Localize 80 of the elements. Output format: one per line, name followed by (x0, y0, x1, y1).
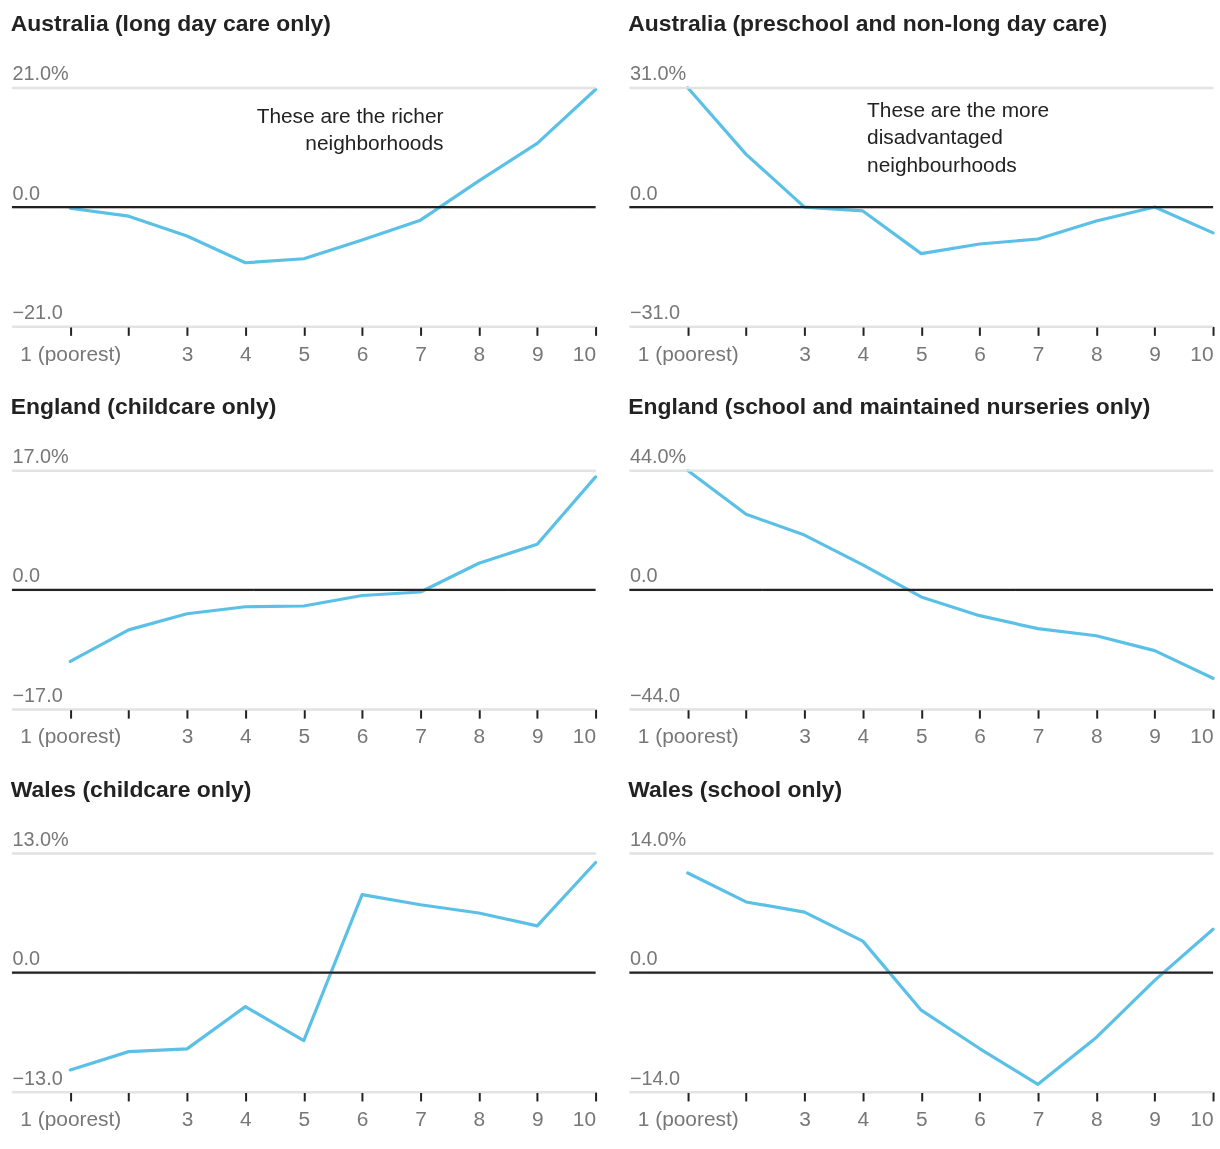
x-tick-label: 8 (473, 1107, 486, 1131)
x-tick-label: 3 (181, 724, 194, 748)
y-tick-label: 0.0 (629, 947, 658, 970)
x-tick-label: 6 (974, 724, 986, 748)
x-tick-label: 1 (poorest) (20, 1107, 122, 1131)
x-tick-label: 10 (1190, 1107, 1214, 1131)
x-tick-label: 5 (915, 341, 928, 365)
x-tick-label: 3 (799, 1107, 811, 1131)
y-tick-label: 17.0% (12, 445, 69, 468)
x-tick-label: 8 (1090, 724, 1103, 748)
annotation: These are the richer neighborhoods (256, 103, 444, 155)
x-tick-label: 4 (857, 724, 870, 748)
x-tick-label: 8 (1090, 341, 1103, 365)
x-tick-label: 1 (poorest) (637, 1107, 739, 1131)
chart-title: Wales (childcare only) (10, 775, 252, 802)
chart-title: England (school and maintained nurseries only) (628, 392, 1151, 419)
x-tick-label: 3 (799, 341, 811, 365)
x-tick-label: 4 (240, 341, 252, 365)
x-tick-label: 10 (572, 724, 597, 748)
x-tick-label: 10 (1190, 341, 1214, 365)
y-tick-label: 44.0% (629, 445, 687, 468)
x-tick-label: 7 (1032, 341, 1045, 365)
x-tick-label: 5 (915, 1107, 928, 1131)
x-tick-label: 3 (181, 341, 194, 365)
x-tick-label: 6 (356, 341, 369, 365)
y-tick-label: −13.0 (12, 1066, 63, 1089)
x-tick-label: 10 (572, 341, 597, 365)
x-tick-label: 9 (1149, 724, 1161, 748)
x-tick-label: 4 (240, 724, 252, 748)
y-tick-label: −21.0 (12, 300, 63, 323)
y-tick-label: 13.0% (12, 827, 69, 850)
x-tick-label: 5 (298, 341, 311, 365)
x-tick-label: 9 (531, 341, 544, 365)
x-tick-label: 1 (poorest) (20, 341, 122, 365)
x-tick-label: 10 (1190, 724, 1214, 748)
y-tick-label: 0.0 (12, 181, 41, 204)
y-tick-label: 0.0 (629, 181, 658, 204)
x-tick-label: 7 (415, 724, 427, 748)
x-tick-label: 3 (181, 1107, 194, 1131)
x-tick-label: 5 (915, 724, 928, 748)
y-tick-label: 0.0 (12, 947, 41, 970)
x-tick-label: 9 (531, 724, 544, 748)
x-tick-label: 5 (298, 724, 311, 748)
y-tick-label: 21.0% (12, 62, 69, 85)
x-tick-label: 8 (473, 341, 486, 365)
x-tick-label: 5 (298, 1107, 311, 1131)
x-tick-label: 7 (415, 341, 427, 365)
x-tick-label: 8 (1090, 1107, 1103, 1131)
x-tick-label: 4 (857, 1107, 870, 1131)
x-tick-label: 7 (415, 1107, 427, 1131)
chart-title: Wales (school only) (628, 775, 843, 802)
x-tick-label: 6 (356, 724, 369, 748)
x-tick-label: 9 (1149, 341, 1161, 365)
y-tick-label: 0.0 (629, 564, 658, 587)
x-tick-label: 6 (974, 1107, 986, 1131)
chart-title: England (childcare only) (10, 392, 277, 419)
annotation: These are the more disadvantaged neighbourhoods (867, 97, 1050, 177)
y-tick-label: −31.0 (629, 300, 681, 323)
chart-title: Australia (long day care only) (10, 10, 331, 37)
x-tick-label: 7 (1032, 1107, 1045, 1131)
x-tick-label: 1 (poorest) (637, 724, 739, 748)
x-tick-label: 7 (1032, 724, 1045, 748)
x-tick-label: 4 (240, 1107, 252, 1131)
x-tick-label: 4 (857, 341, 870, 365)
chart-title: Australia (preschool and non-long day care) (628, 10, 1108, 37)
x-tick-label: 3 (799, 724, 811, 748)
x-tick-label: 6 (974, 341, 986, 365)
x-tick-label: 9 (1149, 1107, 1161, 1131)
x-tick-label: 10 (572, 1107, 597, 1131)
y-tick-label: 31.0% (629, 62, 687, 85)
y-tick-label: 0.0 (12, 564, 41, 587)
x-tick-label: 6 (356, 1107, 369, 1131)
x-tick-label: 9 (531, 1107, 544, 1131)
y-tick-label: 14.0% (629, 827, 687, 850)
x-tick-label: 1 (poorest) (20, 724, 122, 748)
y-tick-label: −17.0 (12, 683, 63, 706)
y-tick-label: −14.0 (629, 1066, 681, 1089)
x-tick-label: 1 (poorest) (637, 341, 739, 365)
y-tick-label: −44.0 (629, 683, 681, 706)
x-tick-label: 8 (473, 724, 486, 748)
